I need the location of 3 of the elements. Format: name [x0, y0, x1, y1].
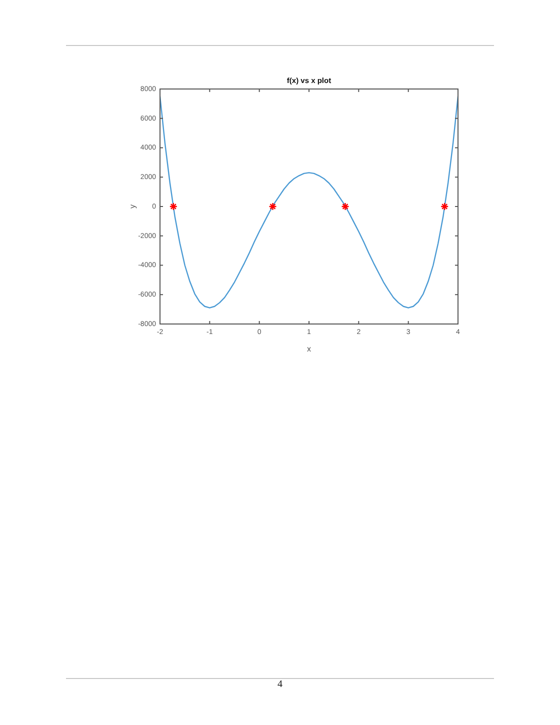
text: 4 — [276, 679, 284, 691]
x-axis-title: x — [307, 344, 311, 354]
y-axis-title: y — [128, 204, 138, 208]
